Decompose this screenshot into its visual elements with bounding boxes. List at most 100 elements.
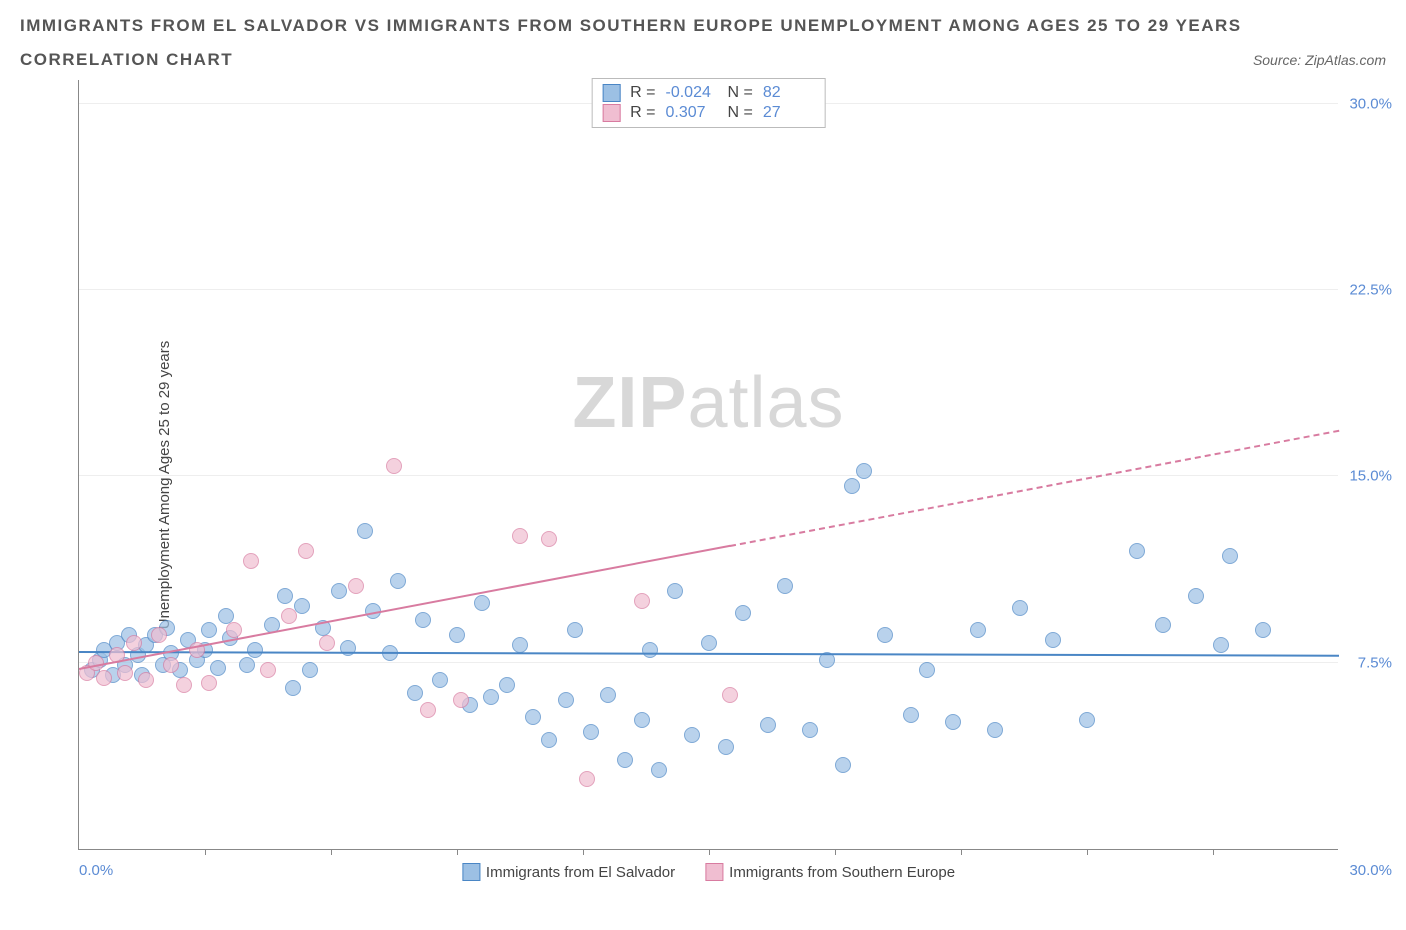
x-tick [709,849,710,855]
plot-area: ZIPatlas R = -0.024 N = 82 R = 0.307 N =… [78,80,1338,850]
y-tick-label: 30.0% [1349,95,1392,112]
scatter-point [684,727,700,743]
x-tick [1213,849,1214,855]
x-tick [583,849,584,855]
scatter-point [298,543,314,559]
scatter-point [567,622,583,638]
scatter-point [634,712,650,728]
scatter-point [835,757,851,773]
x-tick [961,849,962,855]
scatter-point [243,553,259,569]
scatter-point [453,692,469,708]
scatter-point [512,528,528,544]
chart-header: IMMIGRANTS FROM EL SALVADOR VS IMMIGRANT… [20,16,1386,70]
scatter-point [634,593,650,609]
scatter-point [96,670,112,686]
scatter-point [945,714,961,730]
scatter-point [117,665,133,681]
scatter-point [525,709,541,725]
watermark-atlas: atlas [687,363,844,443]
chart-title-line2: CORRELATION CHART [20,50,233,70]
scatter-point [319,635,335,651]
legend-r-value-1: -0.024 [666,84,718,102]
x-tick [205,849,206,855]
legend-top: R = -0.024 N = 82 R = 0.307 N = 27 [591,78,826,128]
scatter-point [260,662,276,678]
scatter-point [760,717,776,733]
gridline-h [79,289,1338,290]
scatter-point [277,588,293,604]
x-tick [457,849,458,855]
scatter-point [919,662,935,678]
legend-bottom-label-2: Immigrants from Southern Europe [729,864,955,881]
legend-n-value-2: 27 [763,104,815,122]
scatter-point [877,627,893,643]
legend-r-label-2: R = [630,104,655,122]
gridline-h [79,475,1338,476]
scatter-point [281,608,297,624]
scatter-point [1222,548,1238,564]
scatter-point [415,612,431,628]
trendline-dashed [730,430,1339,547]
chart-source: Source: ZipAtlas.com [1253,52,1386,68]
scatter-point [348,578,364,594]
scatter-point [151,627,167,643]
scatter-point [483,689,499,705]
scatter-point [970,622,986,638]
x-tick [835,849,836,855]
scatter-point [617,752,633,768]
scatter-point [176,677,192,693]
scatter-point [512,637,528,653]
scatter-point [390,573,406,589]
watermark: ZIPatlas [572,362,844,444]
scatter-point [1079,712,1095,728]
scatter-point [357,523,373,539]
legend-bottom: Immigrants from El Salvador Immigrants f… [462,863,955,881]
scatter-point [701,635,717,651]
scatter-point [201,622,217,638]
scatter-point [386,458,402,474]
x-tick [1087,849,1088,855]
legend-bottom-item-2: Immigrants from Southern Europe [705,863,955,881]
scatter-point [420,702,436,718]
scatter-point [558,692,574,708]
scatter-point [247,642,263,658]
scatter-point [302,662,318,678]
y-tick-label: 7.5% [1358,654,1392,671]
scatter-point [138,672,154,688]
scatter-point [903,707,919,723]
x-axis-max-label: 30.0% [1349,862,1392,879]
scatter-point [331,583,347,599]
scatter-point [201,675,217,691]
scatter-point [1155,617,1171,633]
scatter-point [722,687,738,703]
scatter-point [651,762,667,778]
scatter-point [856,463,872,479]
scatter-point [718,739,734,755]
scatter-point [239,657,255,673]
legend-bottom-label-1: Immigrants from El Salvador [486,864,675,881]
scatter-point [285,680,301,696]
legend-swatch-series1 [602,84,620,102]
scatter-point [987,722,1003,738]
legend-bottom-swatch-1 [462,863,480,881]
scatter-point [474,595,490,611]
legend-swatch-series2 [602,104,620,122]
legend-n-value-1: 82 [763,84,815,102]
scatter-point [600,687,616,703]
scatter-point [126,635,142,651]
scatter-point [407,685,423,701]
legend-r-label-1: R = [630,84,655,102]
scatter-point [844,478,860,494]
y-tick-label: 15.0% [1349,468,1392,485]
x-tick [331,849,332,855]
legend-n-label-1: N = [728,84,753,102]
scatter-point [735,605,751,621]
x-axis-min-label: 0.0% [79,862,113,879]
scatter-point [1255,622,1271,638]
scatter-point [432,672,448,688]
scatter-point [642,642,658,658]
scatter-point [449,627,465,643]
legend-top-row-1: R = -0.024 N = 82 [602,83,815,103]
trendline [79,651,1339,657]
